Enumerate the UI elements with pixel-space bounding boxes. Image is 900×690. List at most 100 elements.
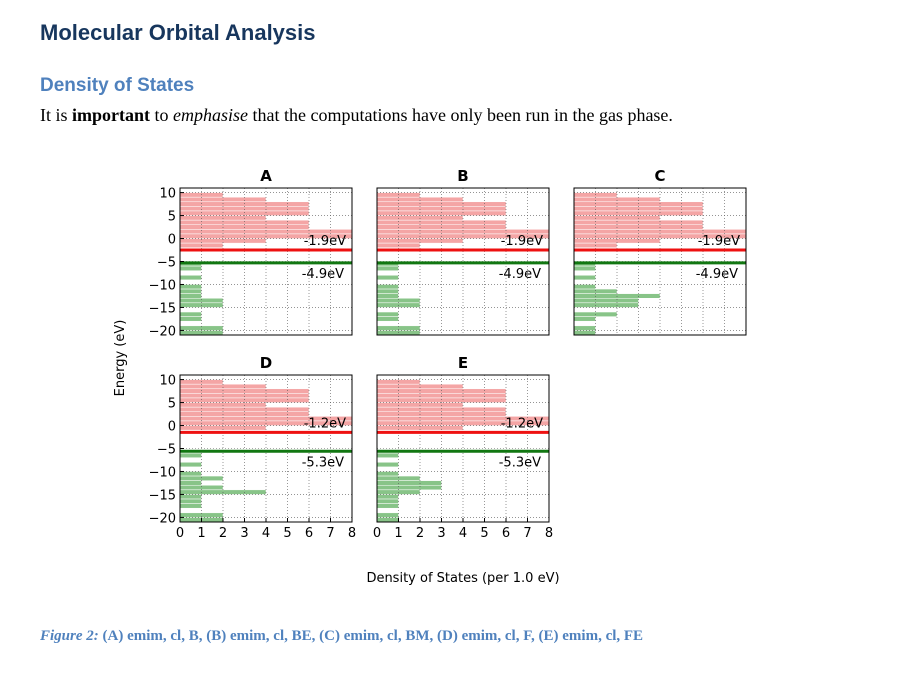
occupied-state-bar xyxy=(376,275,399,281)
x-tick-label: 3 xyxy=(437,526,445,541)
panel-frame xyxy=(376,187,550,336)
panel-frame xyxy=(573,187,747,336)
occupied-state-bar xyxy=(573,302,639,308)
homo-energy-label: -4.9eV xyxy=(302,267,344,282)
virtual-state-bar xyxy=(376,206,507,212)
occupied-state-bar xyxy=(179,284,202,290)
panel-e: -1.2eV -5.3eV E 0 1 2 3 4 5 6 7 8 xyxy=(373,354,553,541)
x-tick-label: 0 xyxy=(373,526,381,541)
virtual-state-bar xyxy=(573,215,661,221)
paragraph-text-pre: It is xyxy=(40,105,73,125)
x-tick-label: 8 xyxy=(348,526,356,541)
occupied-state-bar xyxy=(573,325,596,331)
y-tick-label: −20 xyxy=(149,511,176,526)
occupied-state-bar xyxy=(376,265,399,271)
virtual-state-bar xyxy=(376,201,507,207)
y-tick-label: −10 xyxy=(149,465,176,480)
y-tick-label: −5 xyxy=(157,443,176,458)
y-tick-label: −10 xyxy=(149,278,176,293)
y-tick-label: −15 xyxy=(149,301,176,316)
virtual-state-bar xyxy=(376,393,507,399)
occupied-state-bar xyxy=(376,503,399,509)
occupied-state-bar xyxy=(179,498,202,504)
panel-b: -1.9eV -4.9eV B xyxy=(376,167,550,336)
panel-title: A xyxy=(260,167,272,185)
occupied-state-bar xyxy=(573,316,596,322)
occupied-state-bar xyxy=(376,498,399,504)
x-axis-label: Density of States (per 1.0 eV) xyxy=(366,571,559,586)
occupied-state-bar xyxy=(376,288,399,294)
occupied-state-bar xyxy=(376,462,399,468)
x-tick-label: 4 xyxy=(262,526,270,541)
panel-title: B xyxy=(457,167,468,185)
y-tick-label: 0 xyxy=(168,233,176,248)
x-tick-label: 1 xyxy=(394,526,402,541)
paragraph-bold-word: important xyxy=(72,105,151,125)
document-title: Molecular Orbital Analysis xyxy=(40,20,316,45)
virtual-state-bar xyxy=(573,201,704,207)
occupied-state-bar xyxy=(179,475,224,481)
occupied-state-bar xyxy=(376,512,399,518)
virtual-state-bar xyxy=(179,215,267,221)
occupied-state-bar xyxy=(376,293,399,299)
x-tick-label: 2 xyxy=(416,526,424,541)
occupied-state-bar xyxy=(179,265,202,271)
virtual-state-bar xyxy=(179,393,310,399)
occupied-state-bar xyxy=(376,471,399,477)
virtual-state-bar xyxy=(179,201,310,207)
panel-title: C xyxy=(654,167,665,185)
lumo-energy-label: -1.2eV xyxy=(304,416,346,431)
occupied-state-bar xyxy=(573,275,596,281)
x-tick-label: 6 xyxy=(502,526,510,541)
paragraph-text-post: that the computations have only been run… xyxy=(248,105,673,125)
occupied-state-bar xyxy=(179,480,202,486)
occupied-state-bar xyxy=(179,503,202,509)
lumo-energy-label: -1.2eV xyxy=(501,416,543,431)
panel-title: E xyxy=(458,354,468,372)
virtual-state-bar xyxy=(179,397,310,403)
caption-label: Figure 2: xyxy=(40,628,99,644)
x-tick-label: 4 xyxy=(459,526,467,541)
paragraph-text-mid: to xyxy=(150,105,174,125)
y-tick-label: −20 xyxy=(149,324,176,339)
y-tick-label: 5 xyxy=(168,210,176,225)
homo-energy-label: -4.9eV xyxy=(696,267,738,282)
occupied-state-bar xyxy=(573,284,596,290)
occupied-state-bar xyxy=(376,475,421,481)
x-tick-label: 8 xyxy=(545,526,553,541)
occupied-state-bar xyxy=(179,288,202,294)
occupied-state-bar xyxy=(376,311,399,317)
occupied-state-bar xyxy=(573,288,618,294)
y-tick-label: −5 xyxy=(157,256,176,271)
y-tick-label: 5 xyxy=(168,397,176,412)
x-tick-label: 6 xyxy=(305,526,313,541)
homo-energy-label: -4.9eV xyxy=(499,267,541,282)
x-tick-label: 2 xyxy=(219,526,227,541)
x-tick-label: 0 xyxy=(176,526,184,541)
virtual-state-bar xyxy=(376,388,507,394)
y-tick-label: 10 xyxy=(159,187,176,202)
intro-paragraph: It is important to emphasise that the co… xyxy=(40,105,673,126)
y-axis-label: Energy (eV) xyxy=(113,320,128,397)
x-tick-label: 1 xyxy=(197,526,205,541)
virtual-state-bar xyxy=(573,210,704,216)
occupied-state-bar xyxy=(573,298,639,304)
occupied-state-bar xyxy=(376,284,399,290)
virtual-state-bar xyxy=(376,210,507,216)
virtual-state-bar xyxy=(573,206,704,212)
virtual-state-bar xyxy=(376,397,507,403)
occupied-state-bar xyxy=(376,480,442,486)
lumo-energy-label: -1.9eV xyxy=(304,234,346,249)
x-tick-label: 7 xyxy=(523,526,531,541)
occupied-state-bar xyxy=(179,316,202,322)
homo-energy-label: -5.3eV xyxy=(499,455,541,470)
y-tick-label: −15 xyxy=(149,488,176,503)
panel-c: -1.9eV -4.9eV C xyxy=(573,167,747,336)
section-heading: Density of States xyxy=(40,75,195,96)
lumo-energy-label: -1.9eV xyxy=(501,234,543,249)
virtual-state-bar xyxy=(179,206,310,212)
occupied-state-bar xyxy=(376,494,399,500)
occupied-state-bar xyxy=(573,265,596,271)
